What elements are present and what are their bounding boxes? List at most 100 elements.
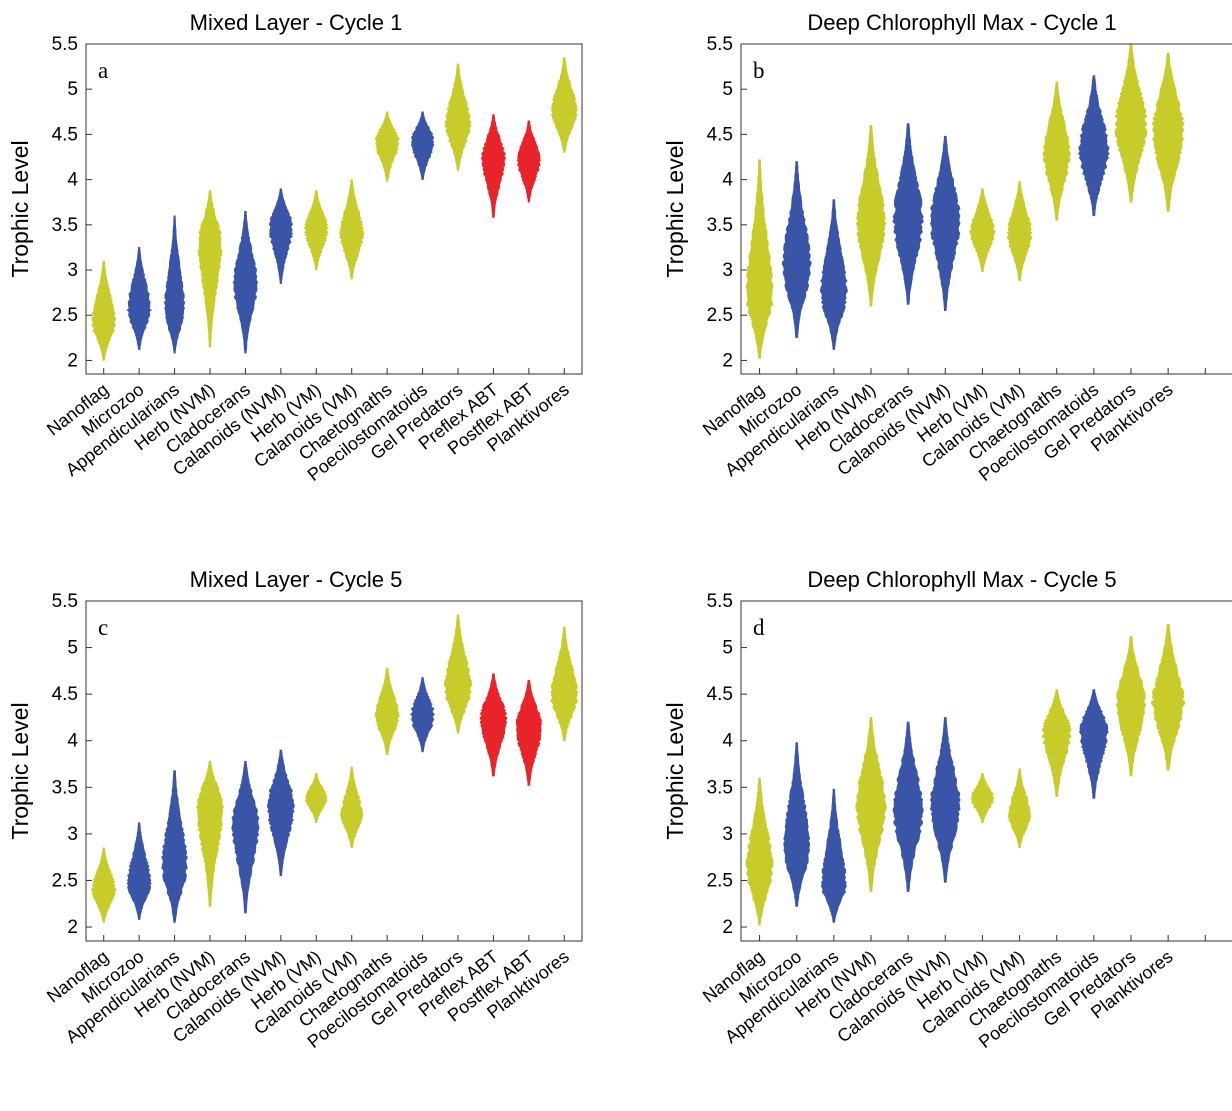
- y-tick-label: 3.5: [707, 777, 733, 798]
- violin-gel-predators: [444, 63, 472, 171]
- violin-chaetognaths: [1041, 689, 1072, 797]
- y-tick-label: 3.5: [52, 215, 78, 236]
- violin-microzoo: [126, 247, 152, 350]
- violin-herb-vm-: [970, 772, 995, 823]
- violin-herb-nvm-: [195, 760, 225, 907]
- y-tick-label: 4: [67, 170, 78, 191]
- y-axis-label: Trophic Level: [662, 140, 688, 277]
- y-tick-label: 3: [722, 824, 733, 845]
- violin-calanoids-vm-: [1007, 768, 1032, 849]
- y-axis-label: Trophic Level: [7, 140, 33, 277]
- violin-postflex-abt: [516, 120, 542, 203]
- violin-poecilostomatoids: [410, 111, 435, 180]
- violin-calanoids-nvm-: [929, 717, 961, 883]
- panel-letter: a: [98, 58, 108, 83]
- y-tick-label: 2: [722, 917, 733, 938]
- y-tick-label: 4: [67, 731, 78, 752]
- panel-b: Deep Chlorophyll Max - Cycle 1 Trophic Le…: [662, 10, 1232, 485]
- violin-poecilostomatoids: [1077, 75, 1110, 217]
- y-tick-label: 2.5: [707, 870, 733, 891]
- violin-herb-vm-: [969, 188, 996, 273]
- panel-title: Deep Chlorophyll Max - Cycle 1: [807, 10, 1116, 35]
- panel-title: Mixed Layer - Cycle 1: [190, 10, 403, 35]
- y-tick-label: 3.5: [707, 215, 733, 236]
- violin-calanoids-nvm-: [268, 188, 294, 284]
- violin-appendicularians: [819, 199, 848, 350]
- violin-appendicularians: [820, 788, 847, 923]
- violin-preflex-abt: [479, 673, 508, 777]
- violin-nanoflag: [745, 777, 774, 926]
- violin-planktivores: [550, 57, 579, 153]
- panel-d: Deep Chlorophyll Max - Cycle 5 Trophic Le…: [662, 567, 1232, 1052]
- panel-title: Deep Chlorophyll Max - Cycle 5: [807, 567, 1116, 592]
- y-tick-label: 4.5: [52, 124, 78, 145]
- violin-calanoids-vm-: [340, 766, 364, 849]
- panel-letter: b: [753, 58, 765, 83]
- y-tick-label: 5.5: [52, 591, 78, 612]
- y-tick-label: 3.5: [52, 777, 78, 798]
- violin-herb-nvm-: [855, 125, 887, 307]
- y-tick-label: 5: [722, 79, 733, 100]
- y-tick-label: 2.5: [52, 870, 78, 891]
- y-tick-label: 5.5: [707, 34, 733, 55]
- axes-frame: [740, 600, 1232, 942]
- y-tick-label: 4: [722, 731, 733, 752]
- violin-calanoids-nvm-: [929, 135, 961, 311]
- violin-cladocerans: [231, 760, 260, 914]
- violin-nanoflag: [91, 847, 117, 923]
- y-tick-label: 5.5: [707, 591, 733, 612]
- violin-poecilostomatoids: [1079, 689, 1109, 799]
- panel-letter: d: [753, 615, 765, 640]
- violin-preflex-abt: [481, 114, 506, 218]
- y-tick-label: 2: [67, 917, 78, 938]
- y-tick-label: 2: [67, 350, 78, 371]
- violin-gel-predators: [443, 614, 473, 734]
- violin-appendicularians: [161, 770, 188, 923]
- violin-cladocerans: [232, 210, 259, 354]
- violin-cladocerans: [892, 123, 924, 305]
- violin-planktivores: [1151, 52, 1185, 212]
- violin-microzoo: [126, 822, 152, 920]
- violin-calanoids-vm-: [339, 179, 365, 280]
- violin-appendicularians: [163, 215, 186, 354]
- axes-frame: [740, 43, 1232, 375]
- violin-gel-predators: [1115, 636, 1147, 777]
- y-tick-label: 4.5: [707, 124, 733, 145]
- y-tick-label: 3: [67, 824, 78, 845]
- violin-calanoids-nvm-: [266, 749, 295, 877]
- axes-frame: [85, 600, 583, 942]
- y-tick-label: 5: [67, 79, 78, 100]
- violin-microzoo: [783, 742, 811, 907]
- violin-microzoo: [781, 161, 812, 339]
- y-tick-label: 2.5: [52, 305, 78, 326]
- y-tick-label: 2: [722, 350, 733, 371]
- violin-postflex-abt: [515, 679, 542, 786]
- panel-c: Mixed Layer - Cycle 5 Trophic Level 5.5 5 4.…: [7, 567, 583, 1052]
- violin-cladocerans: [892, 721, 924, 892]
- violin-herb-vm-: [303, 190, 330, 271]
- violin-chaetognaths: [1042, 81, 1071, 221]
- panel-a: Mixed Layer - Cycle 1 Trophic Level 5.5 5 4.…: [7, 10, 583, 485]
- y-tick-label: 5: [67, 638, 78, 659]
- violin-nanoflag: [91, 260, 117, 361]
- violin-gel-predators: [1114, 43, 1148, 203]
- y-tick-label: 5.5: [52, 34, 78, 55]
- y-tick-label: 4.5: [52, 684, 78, 705]
- violin-herb-vm-: [304, 772, 329, 823]
- panel-letter: c: [98, 615, 108, 640]
- violin-nanoflag: [745, 159, 774, 359]
- y-tick-label: 4.5: [707, 684, 733, 705]
- violin-calanoids-vm-: [1006, 181, 1033, 282]
- violin-planktivores: [550, 626, 579, 741]
- violin-herb-nvm-: [197, 190, 223, 348]
- y-tick-label: 5: [722, 638, 733, 659]
- y-axis-label: Trophic Level: [662, 702, 688, 839]
- y-tick-label: 3: [722, 260, 733, 281]
- y-tick-label: 4: [722, 170, 733, 191]
- axes-frame: [85, 43, 583, 375]
- violin-herb-nvm-: [855, 717, 887, 892]
- panel-title: Mixed Layer - Cycle 5: [190, 567, 403, 592]
- y-axis-label: Trophic Level: [7, 702, 33, 839]
- violin-planktivores: [1151, 623, 1186, 771]
